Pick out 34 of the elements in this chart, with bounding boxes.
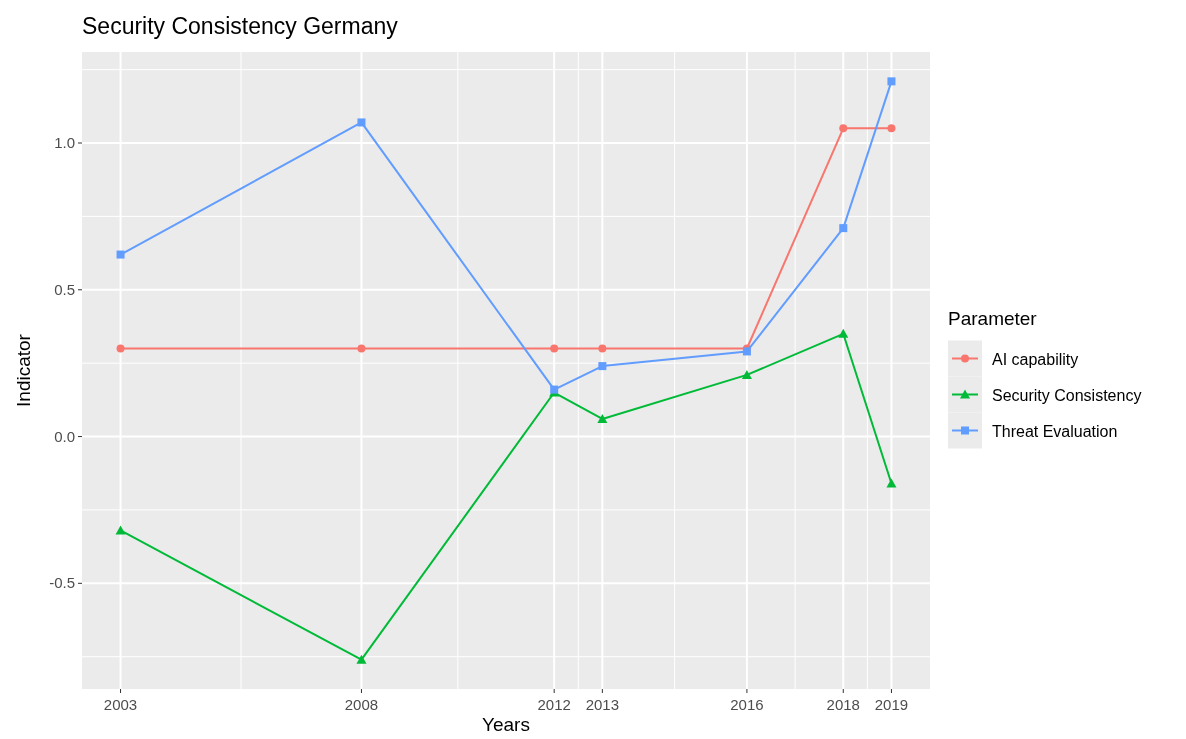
point (887, 77, 896, 86)
x-tick-label: 2013 (585, 696, 620, 713)
chart-title: Security Consistency Germany (82, 13, 399, 39)
y-tick-label: -0.5 (49, 574, 75, 592)
point (741, 369, 752, 379)
y-axis-title: Indicator (13, 333, 34, 407)
legend-label: Threat Evaluation (992, 422, 1118, 440)
point (357, 118, 366, 127)
point (357, 344, 366, 353)
point (116, 344, 125, 353)
x-tick-label: 2018 (826, 696, 860, 713)
legend-title: Parameter (948, 307, 1038, 329)
x-tick-label: 2012 (537, 696, 571, 713)
point (598, 362, 607, 371)
legend-label: AI capability (992, 350, 1079, 368)
point (116, 250, 125, 259)
y-tick-label: 0.0 (54, 427, 75, 445)
point (356, 654, 367, 664)
point (839, 124, 848, 133)
y-tick-label: 1.0 (54, 134, 75, 151)
x-tick-label: 2003 (103, 696, 138, 713)
x-tick-label: 2016 (730, 696, 764, 713)
x-tick-label: 2019 (874, 696, 909, 713)
x-tick-label: 2008 (344, 696, 379, 713)
point (598, 344, 607, 353)
y-tick-label: 0.5 (54, 280, 75, 298)
point (839, 224, 848, 233)
x-axis-title: Years (482, 714, 530, 735)
point (597, 413, 608, 423)
point (887, 124, 896, 133)
point (886, 478, 897, 488)
legend-label: Security Consistency (992, 386, 1142, 404)
point (550, 344, 559, 353)
point (838, 328, 849, 338)
